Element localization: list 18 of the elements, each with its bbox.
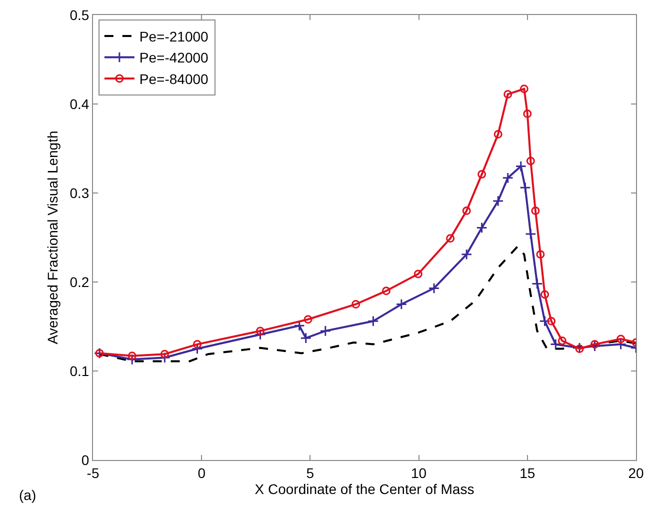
- x-axis-title: X Coordinate of the Center of Mass: [254, 480, 474, 497]
- x-tick-label: 20: [628, 464, 644, 481]
- y-tick-label: 0.1: [70, 362, 90, 379]
- x-tick-label: 5: [306, 464, 314, 481]
- y-tick-label: 0.4: [70, 96, 90, 112]
- text: (a): [19, 487, 36, 503]
- legend-label: Pe=-42000: [139, 50, 209, 66]
- y-tick-label: 0.3: [70, 184, 90, 201]
- legend-label: Pe=-21000: [139, 28, 209, 45]
- y-tick-label: 0.2: [70, 274, 90, 290]
- x-tick-label: 15: [520, 464, 536, 481]
- legend-label: Pe=-84000: [139, 70, 209, 87]
- x-tick-label: 10: [411, 464, 427, 481]
- y-tick-label: 0: [81, 452, 90, 468]
- y-tick-label: 0.5: [70, 6, 90, 23]
- y-axis-title: Averaged Fractional Visual Length: [44, 130, 60, 344]
- x-tick-label: -5: [86, 464, 100, 481]
- x-tick-label: 0: [198, 464, 206, 481]
